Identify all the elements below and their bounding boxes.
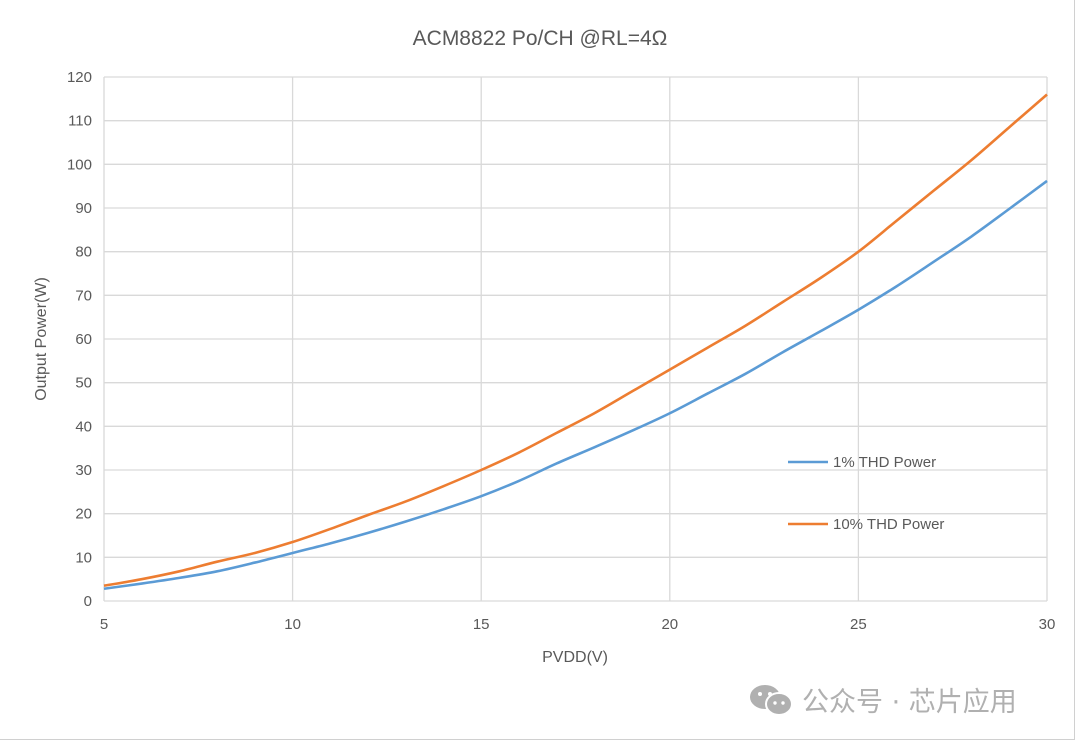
y-tick-label: 110 [68, 113, 92, 130]
y-tick-label: 80 [75, 244, 92, 261]
y-tick-label: 40 [75, 418, 92, 435]
x-tick-label: 30 [1039, 616, 1056, 633]
legend-label: 10% THD Power [833, 516, 944, 533]
chart-title: ACM8822 Po/CH @RL=4Ω [413, 27, 668, 50]
series-line-1-thd-power [103, 179, 1048, 591]
y-tick-label: 20 [75, 506, 92, 523]
series-line-10-thd-power [103, 93, 1048, 587]
y-tick-label: 60 [75, 331, 92, 348]
watermark: 公众号 · 芯片应用 [748, 680, 1017, 719]
legend-label: 1% THD Power [833, 454, 936, 471]
x-tick-label: 5 [100, 616, 108, 633]
y-tick-label: 30 [75, 462, 92, 479]
x-axis-label: PVDD(V) [542, 649, 608, 666]
x-tick-label: 15 [473, 616, 490, 633]
x-tick-label: 20 [661, 616, 678, 633]
y-tick-label: 50 [75, 375, 92, 392]
y-tick-label: 100 [67, 156, 92, 173]
y-tick-label: 90 [75, 200, 92, 217]
y-tick-label: 70 [75, 287, 92, 304]
watermark-text: 公众号 · 芯片应用 [802, 687, 1017, 718]
y-tick-label: 10 [75, 549, 92, 566]
y-tick-label: 120 [67, 69, 92, 86]
wechat-icon [750, 684, 793, 716]
x-tick-label: 25 [850, 616, 867, 633]
y-axis-label: Output Power(W) [33, 277, 50, 401]
x-tick-label: 10 [284, 616, 301, 633]
y-tick-label: 0 [84, 593, 92, 610]
